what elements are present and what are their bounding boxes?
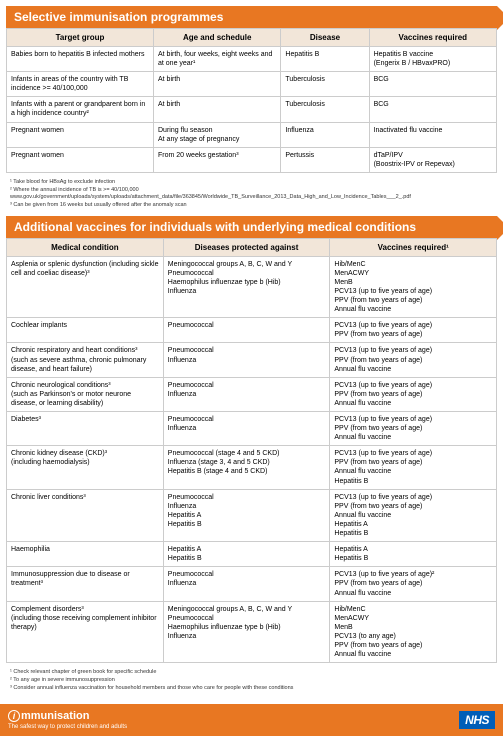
table-cell: Chronic respiratory and heart conditions… [7, 343, 164, 377]
table-cell: Diabetes³ [7, 412, 164, 446]
table-cell: Haemophilia [7, 542, 164, 567]
table-cell: Cochlear implants [7, 318, 164, 343]
table-cell: PCV13 (up to five years of age) PPV (fro… [330, 412, 497, 446]
table-cell: Chronic kidney disease (CKD)³ (including… [7, 446, 164, 489]
selective-immunisation-table: Target groupAge and scheduleDiseaseVacci… [6, 28, 497, 173]
table-cell: PCV13 (up to five years of age) PPV (fro… [330, 489, 497, 541]
table-cell: From 20 weeks gestation³ [154, 147, 281, 172]
table-cell: BCG [369, 72, 496, 97]
table-cell: PCV13 (up to five years of age)² PPV (fr… [330, 567, 497, 601]
table-cell: Pneumococcal Influenza [163, 412, 330, 446]
table-cell: Hepatitis A Hepatitis B [163, 542, 330, 567]
table-row: Complement disorders³ (including those r… [7, 601, 497, 663]
table-cell: Complement disorders³ (including those r… [7, 601, 164, 663]
table-cell: Chronic neurological conditions³ (such a… [7, 377, 164, 411]
table-cell: Pneumococcal Influenza [163, 567, 330, 601]
table-cell: Immunosuppression due to disease or trea… [7, 567, 164, 601]
table-row: Babies born to hepatitis B infected moth… [7, 47, 497, 72]
table-cell: Pregnant women [7, 147, 154, 172]
nhs-logo: NHS [459, 711, 495, 729]
table-row: Chronic kidney disease (CKD)³ (including… [7, 446, 497, 489]
table-row: Pregnant womenDuring flu season At any s… [7, 122, 497, 147]
col-header: Disease [281, 29, 369, 47]
table-cell: Pneumococcal Influenza [163, 343, 330, 377]
table-cell: Infants in areas of the country with TB … [7, 72, 154, 97]
table-row: Diabetes³Pneumococcal InfluenzaPCV13 (up… [7, 412, 497, 446]
section2-header: Additional vaccines for individuals with… [6, 216, 497, 238]
table-cell: Tuberculosis [281, 72, 369, 97]
page-container: Selective immunisation programmes Target… [0, 0, 503, 704]
col-header: Age and schedule [154, 29, 281, 47]
table-cell: dTaP/IPV (Boostrix-IPV or Repevax) [369, 147, 496, 172]
table-cell: BCG [369, 97, 496, 122]
table-cell: Pneumococcal (stage 4 and 5 CKD) Influen… [163, 446, 330, 489]
table-cell: Chronic liver conditions³ [7, 489, 164, 541]
table-cell: Influenza [281, 122, 369, 147]
table-cell: Meningococcal groups A, B, C, W and Y Pn… [163, 256, 330, 318]
table-row: Chronic respiratory and heart conditions… [7, 343, 497, 377]
section1-header: Selective immunisation programmes [6, 6, 497, 28]
table-cell: At birth [154, 97, 281, 122]
brand-text: mmunisation [21, 710, 89, 722]
col-header: Diseases protected against [163, 238, 330, 256]
table-cell: Pregnant women [7, 122, 154, 147]
immunisation-logo: immunisation [8, 710, 127, 722]
table-cell: Pneumococcal Influenza [163, 377, 330, 411]
table-row: Infants in areas of the country with TB … [7, 72, 497, 97]
table-cell: Hib/MenC MenACWY MenB PCV13 (up to five … [330, 256, 497, 318]
table-cell: Pertussis [281, 147, 369, 172]
table-row: Asplenia or splenic dysfunction (includi… [7, 256, 497, 318]
table-cell: Hepatitis A Hepatitis B [330, 542, 497, 567]
table-row: Infants with a parent or grandparent bor… [7, 97, 497, 122]
table-row: Pregnant womenFrom 20 weeks gestation³Pe… [7, 147, 497, 172]
section2-footnotes: ¹ Check relevant chapter of green book f… [6, 667, 497, 698]
table-cell: During flu season At any stage of pregna… [154, 122, 281, 147]
table-cell: Inactivated flu vaccine [369, 122, 496, 147]
table-cell: Meningococcal groups A, B, C, W and Y Pn… [163, 601, 330, 663]
table-row: Immunosuppression due to disease or trea… [7, 567, 497, 601]
col-header: Vaccines required [369, 29, 496, 47]
footer-left: immunisation The safest way to protect c… [8, 710, 127, 730]
table-cell: Tuberculosis [281, 97, 369, 122]
table-cell: PCV13 (up to five years of age) PPV (fro… [330, 377, 497, 411]
table-row: HaemophiliaHepatitis A Hepatitis BHepati… [7, 542, 497, 567]
col-header: Vaccines required¹ [330, 238, 497, 256]
table-cell: At birth [154, 72, 281, 97]
col-header: Target group [7, 29, 154, 47]
table-row: Chronic neurological conditions³ (such a… [7, 377, 497, 411]
table-row: Cochlear implantsPneumococcalPCV13 (up t… [7, 318, 497, 343]
col-header: Medical condition [7, 238, 164, 256]
table-cell: PCV13 (up to five years of age) PPV (fro… [330, 343, 497, 377]
table-cell: Pneumococcal [163, 318, 330, 343]
table-row: Chronic liver conditions³Pneumococcal In… [7, 489, 497, 541]
table-cell: Hepatitis B vaccine (Engerix B / HBvaxPR… [369, 47, 496, 72]
table-cell: Babies born to hepatitis B infected moth… [7, 47, 154, 72]
table-cell: Pneumococcal Influenza Hepatitis A Hepat… [163, 489, 330, 541]
table-cell: Hib/MenC MenACWY MenB PCV13 (to any age)… [330, 601, 497, 663]
table-cell: Hepatitis B [281, 47, 369, 72]
additional-vaccines-table: Medical conditionDiseases protected agai… [6, 238, 497, 663]
table-cell: PCV13 (up to five years of age) PPV (fro… [330, 318, 497, 343]
section1-footnotes: ¹ Take blood for HBsAg to exclude infect… [6, 177, 497, 216]
table-cell: At birth, four weeks, eight weeks and at… [154, 47, 281, 72]
table-cell: Asplenia or splenic dysfunction (includi… [7, 256, 164, 318]
table-cell: Infants with a parent or grandparent bor… [7, 97, 154, 122]
footer: immunisation The safest way to protect c… [0, 704, 503, 736]
table-cell: PCV13 (up to five years of age) PPV (fro… [330, 446, 497, 489]
tagline: The safest way to protect children and a… [8, 724, 127, 730]
logo-i-icon: i [8, 710, 20, 722]
